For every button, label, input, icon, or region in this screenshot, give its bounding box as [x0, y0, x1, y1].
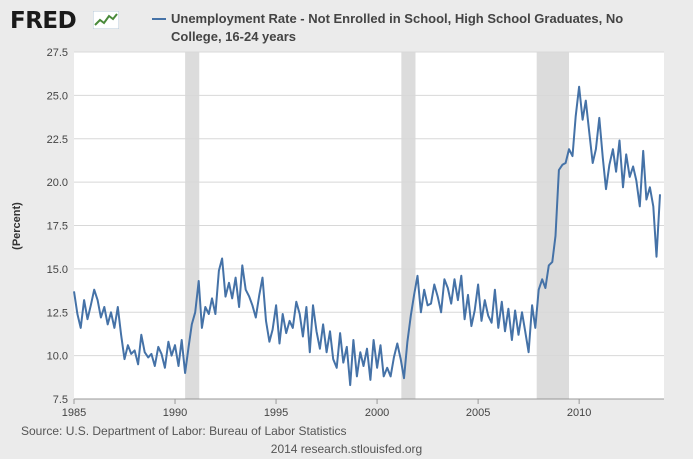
y-tick-label: 12.5	[47, 307, 68, 319]
y-tick-label: 22.5	[47, 134, 68, 146]
y-tick-label: 20.0	[47, 177, 68, 189]
fred-logo: FRED	[10, 8, 77, 34]
series-line[interactable]	[73, 85, 661, 387]
y-tick-label: 17.5	[47, 221, 68, 233]
x-tick-label: 1995	[264, 407, 288, 419]
y-tick-label: 7.5	[53, 394, 68, 406]
legend-series-label[interactable]: Unemployment Rate - Not Enrolled in Scho…	[171, 11, 624, 44]
x-tick-label: 2010	[567, 407, 591, 419]
x-tick-label: 1990	[163, 407, 187, 419]
x-tick-label: 2005	[466, 407, 490, 419]
y-axis-label: (Percent)	[11, 202, 23, 250]
x-tick-label: 2000	[365, 407, 389, 419]
fred-logo-chart-icon	[93, 11, 119, 29]
credit-link[interactable]: 2014 research.stlouisfed.org	[270, 442, 423, 456]
y-tick-label: 25.0	[47, 90, 68, 102]
source-note: Source: U.S. Department of Labor: Bureau…	[21, 424, 347, 438]
x-tick-label: 1985	[62, 407, 86, 419]
y-tick-label: 15.0	[47, 264, 68, 276]
y-tick-label: 10.0	[47, 351, 68, 363]
y-tick-label: 27.5	[47, 47, 68, 59]
legend-series-swatch	[152, 18, 166, 20]
